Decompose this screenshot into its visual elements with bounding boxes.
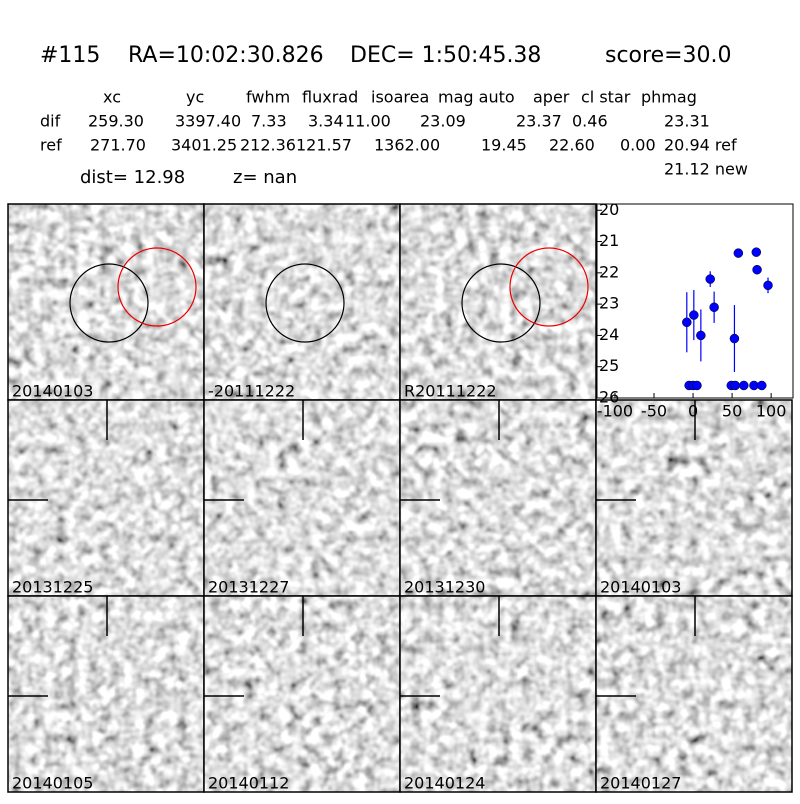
column-header: isoarea — [371, 88, 429, 107]
image — [204, 204, 400, 400]
table-cell: 19.45 — [481, 136, 527, 155]
point — [729, 333, 740, 344]
table-cell: ref — [40, 136, 62, 155]
image-frame — [595, 595, 793, 793]
column-header: fwhm — [246, 88, 290, 107]
table-cell: 23.09 — [420, 112, 466, 131]
column-header: yc — [186, 88, 204, 107]
image — [596, 400, 792, 596]
point — [751, 247, 762, 257]
point — [682, 317, 692, 328]
table-cell: 3.34 — [308, 112, 344, 131]
point — [730, 380, 740, 391]
point — [757, 380, 767, 391]
dist: dist= 12.98 — [80, 167, 185, 188]
table-cell: 0.46 — [572, 112, 608, 131]
image — [400, 204, 596, 400]
column-header: mag auto — [438, 88, 515, 107]
plot-area — [596, 203, 794, 399]
dec: DEC= 1:50:45.38 — [350, 43, 541, 68]
column-header: cl star — [581, 88, 631, 107]
point — [696, 330, 706, 341]
table-cell: 22.60 — [549, 136, 595, 155]
point — [733, 248, 744, 258]
table-cell: 3401.25 — [171, 136, 237, 155]
table-cell: 271.70 — [90, 136, 146, 155]
aperture-circle — [69, 263, 149, 343]
panel-label: 20131225 — [12, 578, 93, 597]
x-tick-label: 100 — [756, 402, 787, 421]
y-tick-label: 25 — [599, 356, 619, 375]
x-tick-label: -50 — [641, 402, 667, 421]
point — [763, 280, 773, 291]
phmag-new: 21.12 new — [664, 160, 748, 179]
panel-label: 20140127 — [600, 774, 681, 793]
x-tick-label: 50 — [722, 402, 742, 421]
score: score=30.0 — [605, 43, 732, 68]
column-header: xc — [103, 88, 121, 107]
table-cell: 11.00 — [345, 112, 391, 131]
table-cell: 20.94 ref — [664, 136, 737, 155]
point — [689, 310, 699, 320]
image — [8, 596, 204, 792]
panel-label: 20140103 — [12, 382, 93, 401]
table-cell: 7.33 — [251, 112, 287, 131]
x-tick-label: 0 — [688, 402, 698, 421]
aperture-circle — [461, 263, 541, 343]
panel-label: 20140105 — [12, 774, 93, 793]
column-header: phmag — [641, 88, 697, 107]
point — [709, 302, 719, 313]
image — [8, 400, 204, 596]
panel-label: -20111222 — [208, 382, 295, 401]
table-cell: 259.30 — [88, 112, 144, 131]
y-tick-label: 23 — [599, 294, 619, 313]
panel-label: 20140112 — [208, 774, 289, 793]
point — [705, 274, 715, 284]
point — [692, 380, 702, 391]
point — [739, 380, 749, 391]
image — [400, 596, 596, 792]
y-tick-label: 24 — [599, 325, 619, 344]
table-cell: 23.31 — [664, 112, 710, 131]
image — [596, 596, 792, 792]
y-tick-label: 21 — [599, 231, 619, 250]
z: z= nan — [233, 167, 297, 188]
image — [400, 400, 596, 596]
table-cell: 23.37 — [516, 112, 562, 131]
image — [8, 204, 204, 400]
x-tick-label: -100 — [597, 402, 633, 421]
panel-label: 20140124 — [404, 774, 485, 793]
column-header: fluxrad — [302, 88, 358, 107]
ref-circle — [509, 247, 589, 327]
ref-circle — [117, 247, 197, 327]
table-cell: 1362.00 — [374, 136, 440, 155]
image — [204, 596, 400, 792]
candidate-id: #115 — [40, 43, 100, 68]
y-tick-label: 20 — [599, 200, 619, 219]
table-cell: 212.36 — [240, 136, 296, 155]
panel-label: 20140103 — [600, 578, 681, 597]
panel-label: 20131230 — [404, 578, 485, 597]
ra: RA=10:02:30.826 — [128, 43, 324, 68]
table-cell: 121.57 — [296, 136, 352, 155]
point — [752, 264, 762, 275]
panel-label: 20131227 — [208, 578, 289, 597]
y-tick-label: 26 — [599, 388, 619, 407]
table-cell: 0.00 — [620, 136, 656, 155]
aperture-circle — [265, 263, 345, 343]
panel-label: R20111222 — [404, 382, 497, 401]
table-cell: 3397.40 — [175, 112, 241, 131]
table-cell: dif — [40, 112, 61, 131]
y-tick-label: 22 — [599, 262, 619, 281]
column-header: aper — [533, 88, 570, 107]
image — [204, 400, 400, 596]
